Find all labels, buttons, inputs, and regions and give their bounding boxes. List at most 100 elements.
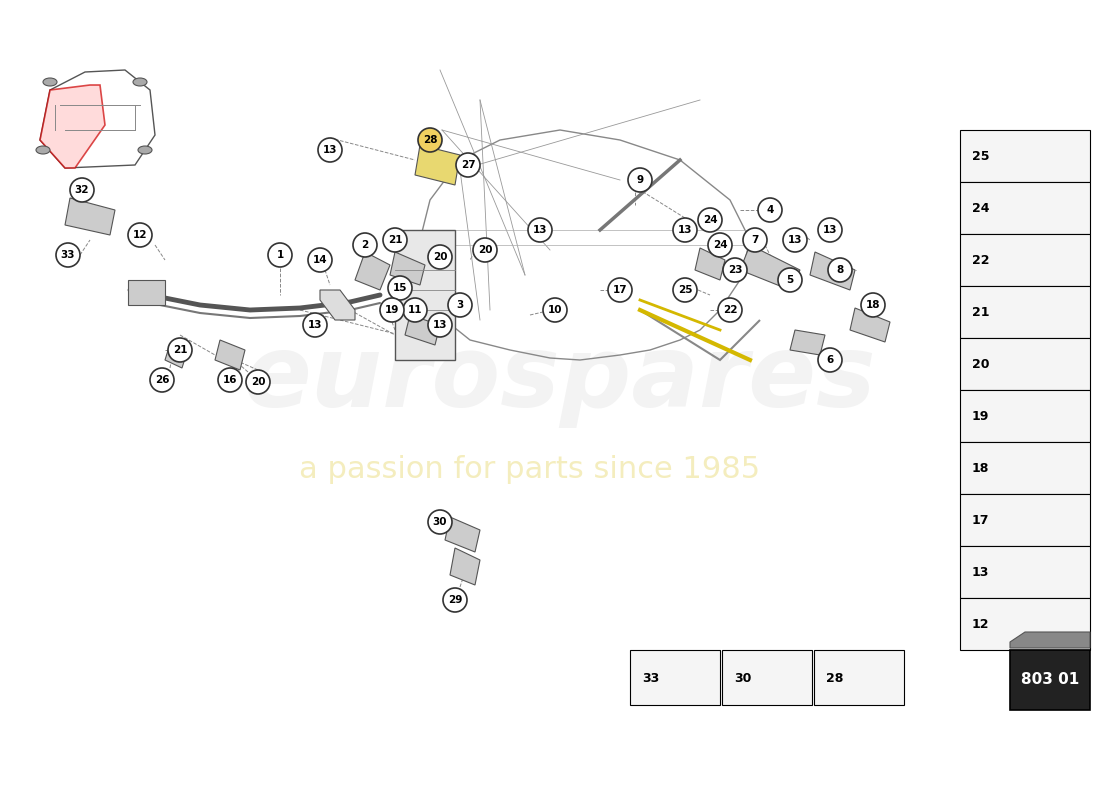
Text: 4: 4 <box>767 205 773 215</box>
Circle shape <box>758 198 782 222</box>
FancyBboxPatch shape <box>960 442 1090 494</box>
Polygon shape <box>390 252 425 285</box>
Polygon shape <box>214 340 245 370</box>
Circle shape <box>383 228 407 252</box>
Polygon shape <box>695 248 725 280</box>
Text: 21: 21 <box>173 345 187 355</box>
Circle shape <box>308 248 332 272</box>
FancyBboxPatch shape <box>722 650 812 705</box>
Polygon shape <box>415 145 460 185</box>
Text: 21: 21 <box>387 235 403 245</box>
Text: 30: 30 <box>734 671 751 685</box>
Ellipse shape <box>36 146 50 154</box>
Text: 3: 3 <box>456 300 463 310</box>
Text: 24: 24 <box>972 202 990 214</box>
Circle shape <box>56 243 80 267</box>
Text: 17: 17 <box>972 514 990 526</box>
FancyBboxPatch shape <box>960 234 1090 286</box>
Ellipse shape <box>133 78 147 86</box>
FancyBboxPatch shape <box>960 598 1090 650</box>
Circle shape <box>150 368 174 392</box>
Text: 803 01: 803 01 <box>1021 673 1079 687</box>
Circle shape <box>379 298 404 322</box>
Text: 9: 9 <box>637 175 644 185</box>
Text: 10: 10 <box>548 305 562 315</box>
Circle shape <box>708 233 732 257</box>
Polygon shape <box>165 344 187 368</box>
Polygon shape <box>65 198 116 235</box>
Circle shape <box>828 258 852 282</box>
Text: 17: 17 <box>613 285 627 295</box>
Circle shape <box>698 208 722 232</box>
Text: 24: 24 <box>713 240 727 250</box>
Polygon shape <box>810 252 855 290</box>
Text: 27: 27 <box>461 160 475 170</box>
Circle shape <box>723 258 747 282</box>
Text: 12: 12 <box>972 618 990 630</box>
Text: 5: 5 <box>786 275 793 285</box>
Text: 28: 28 <box>422 135 438 145</box>
Text: 11: 11 <box>408 305 422 315</box>
FancyBboxPatch shape <box>960 390 1090 442</box>
Polygon shape <box>405 315 440 345</box>
Text: 8: 8 <box>836 265 844 275</box>
Polygon shape <box>128 280 165 305</box>
Ellipse shape <box>43 78 57 86</box>
Text: 20: 20 <box>477 245 493 255</box>
Text: 13: 13 <box>322 145 338 155</box>
Text: 19: 19 <box>972 410 989 422</box>
Text: 28: 28 <box>826 671 844 685</box>
Circle shape <box>528 218 552 242</box>
Circle shape <box>443 588 468 612</box>
Text: 25: 25 <box>678 285 692 295</box>
Text: 20: 20 <box>432 252 448 262</box>
Text: 13: 13 <box>678 225 692 235</box>
FancyBboxPatch shape <box>960 130 1090 182</box>
Circle shape <box>428 510 452 534</box>
Text: 13: 13 <box>432 320 448 330</box>
Text: 24: 24 <box>703 215 717 225</box>
Text: 18: 18 <box>972 462 989 474</box>
Text: 33: 33 <box>642 671 659 685</box>
Text: 6: 6 <box>826 355 834 365</box>
Text: 13: 13 <box>308 320 322 330</box>
FancyBboxPatch shape <box>630 650 720 705</box>
Circle shape <box>318 138 342 162</box>
Polygon shape <box>446 517 480 552</box>
FancyBboxPatch shape <box>960 494 1090 546</box>
Text: 13: 13 <box>823 225 837 235</box>
Circle shape <box>456 153 480 177</box>
Circle shape <box>718 298 743 322</box>
Polygon shape <box>40 85 104 168</box>
Circle shape <box>608 278 632 302</box>
Text: 13: 13 <box>972 566 989 578</box>
Text: 13: 13 <box>532 225 548 235</box>
Text: 13: 13 <box>788 235 802 245</box>
FancyBboxPatch shape <box>814 650 904 705</box>
Circle shape <box>861 293 886 317</box>
Text: 22: 22 <box>723 305 737 315</box>
Circle shape <box>128 223 152 247</box>
Circle shape <box>778 268 802 292</box>
Text: 20: 20 <box>972 358 990 370</box>
FancyBboxPatch shape <box>960 182 1090 234</box>
Text: 21: 21 <box>972 306 990 318</box>
Circle shape <box>70 178 94 202</box>
Circle shape <box>302 313 327 337</box>
Text: 22: 22 <box>972 254 990 266</box>
Circle shape <box>818 348 842 372</box>
Circle shape <box>673 218 697 242</box>
Text: 29: 29 <box>448 595 462 605</box>
Text: 23: 23 <box>728 265 743 275</box>
Text: eurospares: eurospares <box>244 331 877 429</box>
Circle shape <box>448 293 472 317</box>
Text: 12: 12 <box>133 230 147 240</box>
Ellipse shape <box>138 146 152 154</box>
Text: 15: 15 <box>393 283 407 293</box>
Circle shape <box>168 338 192 362</box>
Circle shape <box>218 368 242 392</box>
Polygon shape <box>1010 632 1090 648</box>
FancyBboxPatch shape <box>395 230 455 360</box>
Text: 32: 32 <box>75 185 89 195</box>
Polygon shape <box>790 330 825 355</box>
